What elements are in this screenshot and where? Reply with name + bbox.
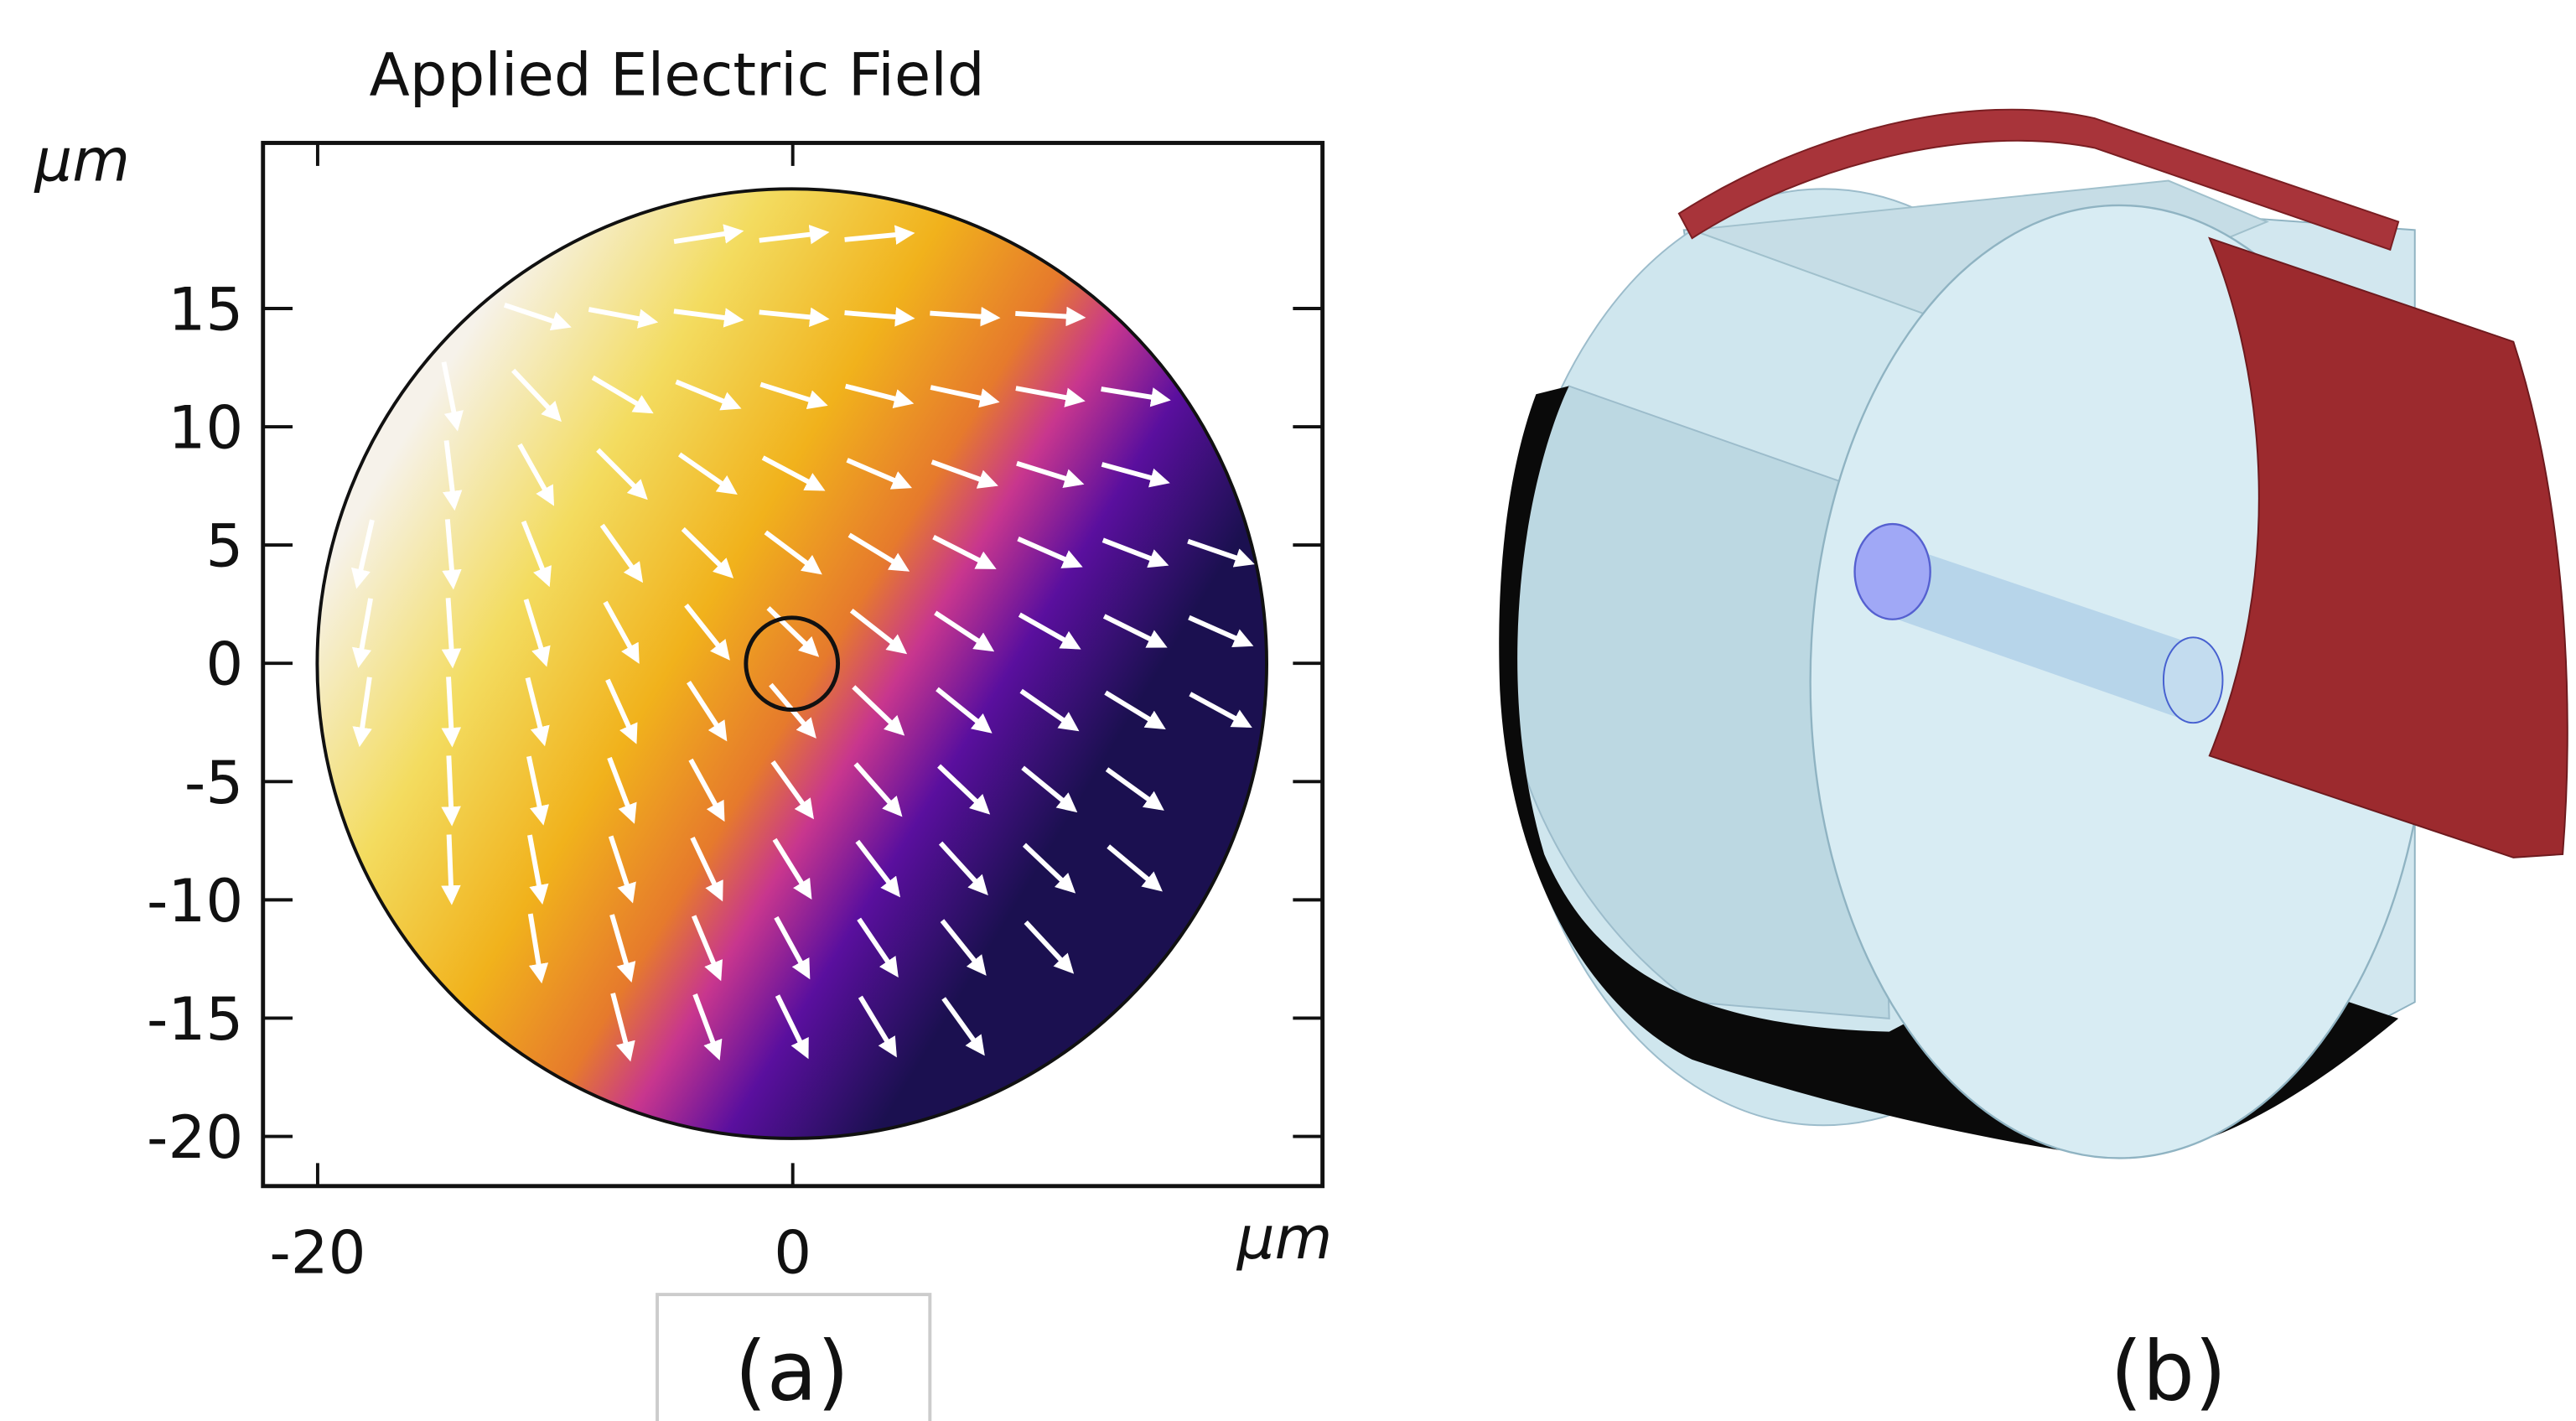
- y-tick-label: 5: [205, 512, 243, 581]
- y-tick-label: -10: [147, 867, 243, 936]
- x-tick-label: -20: [269, 1219, 365, 1288]
- chart-title: Applied Electric Field: [369, 41, 984, 110]
- y-tick-label: -20: [147, 1103, 243, 1172]
- y-tick-label: -15: [147, 985, 243, 1054]
- panel-label: (a): [734, 1325, 848, 1420]
- right-electrode: [2210, 238, 2568, 858]
- field-arrow: [449, 834, 452, 900]
- y-tick-label: -5: [184, 749, 243, 817]
- rod-end: [2164, 637, 2223, 723]
- rod-face: [1855, 524, 1931, 620]
- x-axis-unit: μm: [1236, 1204, 1333, 1273]
- y-axis-unit: μm: [34, 127, 130, 195]
- figure: Applied Electric Field μm μm -20 0 -20 -15 -…: [0, 0, 2576, 1421]
- field-arrow: [448, 677, 452, 742]
- y-tick-label: 15: [168, 275, 243, 344]
- page: {"chart_data": {"type": "vector-field", …: [0, 0, 2576, 1421]
- y-tick-label: 0: [205, 630, 243, 699]
- device-render: [1499, 110, 2568, 1159]
- y-tick-label: 10: [168, 394, 243, 463]
- field-arrow: [448, 755, 452, 821]
- field-disk: [317, 189, 1267, 1138]
- x-tick-label: 0: [774, 1219, 811, 1288]
- panel-label: (b): [2110, 1325, 2226, 1420]
